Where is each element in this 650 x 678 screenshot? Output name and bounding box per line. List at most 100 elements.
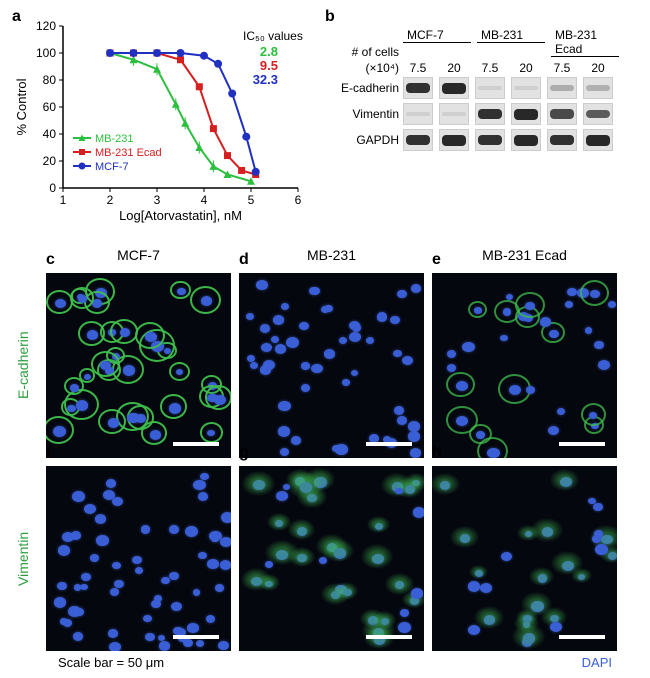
band bbox=[406, 112, 430, 116]
nucleus bbox=[309, 287, 320, 296]
blot-col-title: MCF-7 bbox=[403, 28, 471, 43]
micrograph-d: d bbox=[239, 273, 424, 458]
nucleus bbox=[145, 633, 154, 641]
cytoplasm-stain bbox=[289, 547, 315, 567]
scale-bar bbox=[366, 635, 412, 639]
nucleus bbox=[57, 582, 67, 591]
nucleus bbox=[278, 426, 291, 437]
blot-count: 7.5 bbox=[547, 61, 577, 75]
nucleus bbox=[506, 294, 513, 300]
nucleus bbox=[281, 303, 289, 310]
band-lane bbox=[439, 129, 469, 151]
membrane-outline bbox=[70, 287, 94, 309]
blot-cell-group bbox=[403, 103, 469, 125]
blot-count: 7.5 bbox=[403, 61, 433, 75]
nucleus bbox=[96, 535, 108, 546]
svg-text:MCF-7: MCF-7 bbox=[95, 161, 129, 173]
band-lane bbox=[475, 77, 505, 99]
blot-protein-label: Vimentin bbox=[331, 107, 403, 121]
cytoplasm-stain bbox=[529, 567, 554, 586]
scale-bar bbox=[173, 442, 219, 446]
nucleus bbox=[280, 448, 289, 456]
nucleus bbox=[135, 567, 144, 574]
micrograph-image bbox=[46, 273, 231, 458]
nucleus bbox=[108, 629, 118, 638]
blot-header-cells-label: # of cells bbox=[331, 45, 403, 59]
blot-count: 20 bbox=[439, 61, 469, 75]
band-lane bbox=[511, 77, 541, 99]
membrane-outline bbox=[581, 403, 606, 426]
band bbox=[586, 135, 610, 146]
nucleus bbox=[73, 632, 83, 641]
band-lane bbox=[403, 103, 433, 125]
nucleus bbox=[366, 337, 375, 344]
blot-cell-group bbox=[475, 129, 541, 151]
nucleus bbox=[352, 324, 361, 332]
nucleus bbox=[377, 312, 388, 321]
blot-sub-labels: 7.5 20 bbox=[403, 61, 469, 75]
scale-bar bbox=[559, 635, 605, 639]
membrane-outline bbox=[205, 385, 231, 409]
nucleus bbox=[349, 332, 361, 343]
band-lane bbox=[511, 129, 541, 151]
membrane-outline bbox=[170, 281, 190, 299]
svg-text:IC₅₀ values: IC₅₀ values bbox=[243, 29, 303, 43]
nucleus bbox=[390, 316, 400, 324]
nucleus bbox=[256, 280, 267, 290]
nucleus bbox=[193, 589, 201, 596]
band bbox=[514, 86, 538, 90]
nucleus bbox=[261, 343, 272, 352]
blot-count: 20 bbox=[583, 61, 613, 75]
membrane-outline bbox=[169, 362, 190, 381]
nucleus bbox=[209, 531, 222, 542]
band-lane bbox=[511, 103, 541, 125]
nucleus bbox=[299, 322, 309, 330]
nucleus bbox=[84, 504, 96, 514]
nucleus bbox=[221, 512, 231, 523]
scale-bar bbox=[173, 635, 219, 639]
nucleus bbox=[585, 327, 592, 333]
nucleus bbox=[63, 619, 72, 627]
nucleus bbox=[301, 384, 311, 392]
micrograph-image bbox=[432, 273, 617, 458]
membrane-outline bbox=[46, 290, 73, 314]
nucleus bbox=[218, 641, 228, 650]
nucleus bbox=[207, 559, 218, 569]
nucleus bbox=[397, 416, 407, 424]
blot-cell-group bbox=[547, 129, 613, 151]
membrane-outline bbox=[46, 416, 74, 444]
nucleus bbox=[339, 337, 347, 344]
band-lane bbox=[583, 77, 613, 99]
band-lane bbox=[439, 77, 469, 99]
dapi-label: DAPI bbox=[582, 655, 612, 670]
nucleus bbox=[74, 584, 82, 591]
nucleus bbox=[540, 317, 551, 327]
svg-text:20: 20 bbox=[43, 154, 57, 168]
svg-text:60: 60 bbox=[43, 100, 57, 114]
nucleus bbox=[321, 306, 329, 312]
band bbox=[514, 109, 538, 120]
membrane-outline bbox=[78, 321, 105, 345]
nucleus bbox=[110, 588, 119, 596]
micrograph-image bbox=[46, 466, 231, 651]
nucleus bbox=[286, 337, 299, 348]
blot-header-line1: # of cells MCF-7MB-231MB-231 Ecad bbox=[331, 28, 641, 59]
nucleus bbox=[393, 350, 402, 357]
blot-header-mult-label: (×10⁴) bbox=[331, 61, 403, 75]
nucleus bbox=[413, 507, 424, 517]
nucleus bbox=[246, 313, 254, 320]
nucleus bbox=[395, 488, 403, 495]
blot-cell-group bbox=[547, 103, 613, 125]
nucleus bbox=[154, 595, 162, 602]
band-lane bbox=[403, 129, 433, 151]
band bbox=[550, 109, 574, 119]
svg-text:MB-231 Ecad: MB-231 Ecad bbox=[95, 147, 162, 159]
band bbox=[586, 85, 610, 90]
nucleus bbox=[183, 639, 193, 647]
svg-text:% Control: % Control bbox=[14, 78, 29, 135]
membrane-outline bbox=[446, 372, 474, 398]
nucleus bbox=[480, 583, 492, 593]
blot-cell-group bbox=[475, 77, 541, 99]
blot-strip bbox=[403, 77, 641, 99]
scale-bar bbox=[559, 442, 605, 446]
